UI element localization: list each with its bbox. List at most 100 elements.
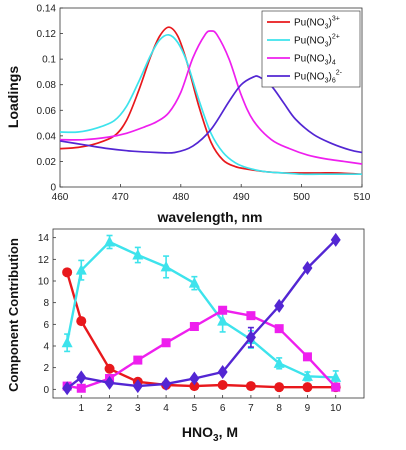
loadings-frame (59, 7, 363, 188)
x-tick-label: 8 (276, 403, 282, 414)
x-tick-label: 1 (78, 403, 84, 414)
marker-triangle (160, 260, 172, 272)
x-tick-label: 9 (305, 403, 311, 414)
legend-close: ) (328, 54, 331, 65)
x-tick-label: 6 (220, 403, 226, 414)
contribution-x-axis-label: HNO3, M (182, 424, 238, 444)
y-tick-label: 6 (43, 320, 49, 331)
x-tick-label: 460 (52, 192, 69, 203)
y-tick-label: 2 (43, 363, 49, 374)
marker-circle (62, 267, 73, 278)
marker-triangle (301, 370, 313, 381)
marker-diamond (189, 371, 200, 386)
marker-diamond (76, 370, 87, 385)
x-tick-label: 510 (354, 192, 371, 203)
legend-base: Pu(NO (294, 36, 325, 47)
marker-diamond (302, 261, 313, 275)
legend-base: Pu(NO (294, 54, 325, 65)
marker-square (76, 383, 86, 393)
legend-sup: 2+ (332, 34, 340, 41)
legend: Pu(NO3)3+Pu(NO3)2+Pu(NO3)4Pu(NO3)62- (261, 10, 361, 88)
legend-sup: 3+ (332, 16, 340, 23)
contribution-y-axis-label: Component Contribution (6, 238, 21, 392)
marker-square (274, 324, 284, 334)
marker-triangle (217, 315, 229, 326)
marker-square (218, 305, 228, 315)
marker-square (331, 382, 341, 392)
loadings-x-axis-label: wavelength, nm (156, 209, 262, 225)
marker-diamond (161, 376, 172, 391)
marker-square (161, 338, 171, 348)
legend-sub: 3 (325, 60, 329, 67)
x-tick-label: 480 (172, 192, 189, 203)
series-pu-no3-2-2plus-line (59, 33, 362, 176)
marker-square (302, 352, 312, 362)
marker-diamond (132, 379, 143, 394)
marker-triangle (61, 336, 73, 348)
y-tick-label: 0.1 (42, 55, 56, 66)
legend-entry: Pu(NO3)2+ (294, 34, 340, 49)
y-tick-label: 8 (43, 298, 49, 309)
marker-triangle (132, 249, 144, 260)
legend-entry: Pu(NO3)62- (294, 70, 343, 85)
hno3-sub: 3 (213, 433, 219, 444)
marker-circle (217, 380, 228, 390)
legend-sub: 3 (325, 42, 329, 49)
y-tick-label: 0 (50, 183, 56, 194)
legend-entry: Pu(NO3)3+ (294, 16, 340, 31)
legend-sup: 2- (336, 70, 343, 77)
y-tick-label: 0 (43, 385, 49, 396)
marker-square (189, 322, 199, 331)
marker-triangle (273, 357, 285, 368)
legend-post-sub: 4 (332, 60, 336, 67)
marker-circle (274, 382, 285, 393)
x-tick-label: 500 (293, 192, 310, 203)
marker-triangle (104, 236, 116, 247)
series-pu-no3-2-2plus-line (65, 240, 336, 379)
hno3-tail: , M (219, 424, 238, 440)
y-tick-label: 14 (38, 233, 50, 244)
marker-square (133, 355, 143, 365)
x-tick-label: 5 (192, 403, 198, 414)
legend-sub: 3 (325, 24, 329, 31)
legend-base: Pu(NO (294, 18, 325, 29)
contribution-plot-area (52, 228, 365, 399)
loadings-plot-area (59, 7, 363, 188)
marker-triangle (75, 264, 87, 275)
x-tick-label: 2 (107, 403, 113, 414)
y-tick-label: 12 (38, 255, 50, 266)
legend-close: ) (328, 72, 331, 83)
marker-circle (104, 363, 115, 374)
y-tick-label: 0.14 (37, 4, 57, 15)
y-tick-label: 0.08 (37, 80, 57, 91)
x-tick-label: 10 (330, 403, 342, 414)
x-tick-label: 490 (233, 192, 250, 203)
legend-box (261, 10, 361, 88)
marker-circle (189, 381, 200, 392)
y-tick-label: 0.12 (37, 29, 57, 40)
marker-circle (245, 381, 256, 392)
x-tick-label: 3 (135, 403, 141, 414)
y-tick-label: 4 (43, 342, 49, 353)
y-tick-label: 0.04 (37, 131, 57, 142)
marker-triangle (330, 371, 342, 382)
legend-entry: Pu(NO3)4 (294, 54, 336, 67)
marker-circle (76, 316, 87, 327)
x-tick-label: 470 (112, 192, 129, 203)
loadings-y-axis-label: Loadings (5, 66, 21, 128)
y-tick-label: 10 (38, 277, 50, 288)
x-tick-label: 4 (163, 403, 169, 414)
marker-square (246, 311, 256, 321)
marker-triangle (188, 277, 200, 288)
legend-post-sub: 6 (332, 78, 336, 85)
marker-diamond (330, 232, 341, 247)
marker-diamond (245, 330, 256, 345)
y-tick-label: 0.02 (37, 157, 57, 168)
y-tick-label: 0.06 (37, 106, 57, 117)
hno3-base: HNO (182, 424, 213, 440)
loadings-chart: 460 470 480 490 500 510 0 0.02 0.04 0.06 0.08 0.1 0.… (5, 4, 371, 226)
contribution-frame (52, 228, 365, 399)
legend-sub: 3 (325, 78, 329, 85)
